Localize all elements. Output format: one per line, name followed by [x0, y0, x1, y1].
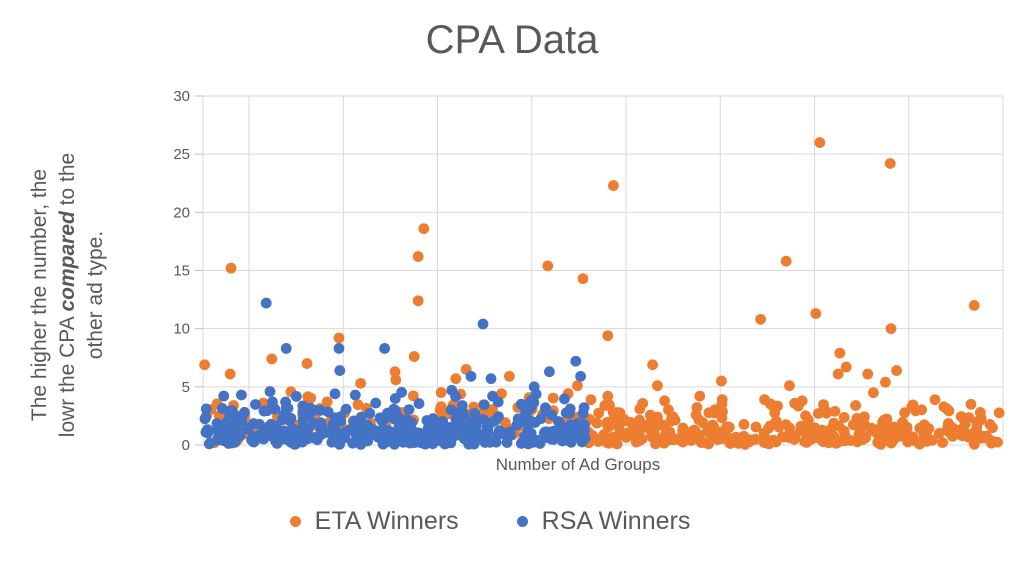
legend-item-eta-winners: ETA Winners: [289, 507, 459, 536]
chart-legend: ETA Winners RSA Winners: [0, 507, 1002, 536]
svg-text:20: 20: [173, 204, 190, 221]
svg-text:15: 15: [173, 263, 190, 280]
svg-text:0: 0: [182, 437, 190, 454]
chart-title: CPA Data: [425, 18, 599, 62]
legend-label-eta: ETA Winners: [314, 507, 459, 535]
x-axis-label: Number of Ad Groups: [495, 455, 661, 474]
legend-label-rsa: RSA Winners: [541, 507, 691, 535]
rsa-series-dot-icon: [516, 516, 528, 527]
svg-text:30: 30: [173, 88, 190, 105]
svg-text:10: 10: [173, 321, 190, 338]
legend-item-rsa-winners: RSA Winners: [516, 507, 691, 536]
eta-series-dot-icon: [289, 516, 301, 527]
svg-text:25: 25: [173, 146, 190, 163]
svg-text:5: 5: [182, 379, 190, 396]
